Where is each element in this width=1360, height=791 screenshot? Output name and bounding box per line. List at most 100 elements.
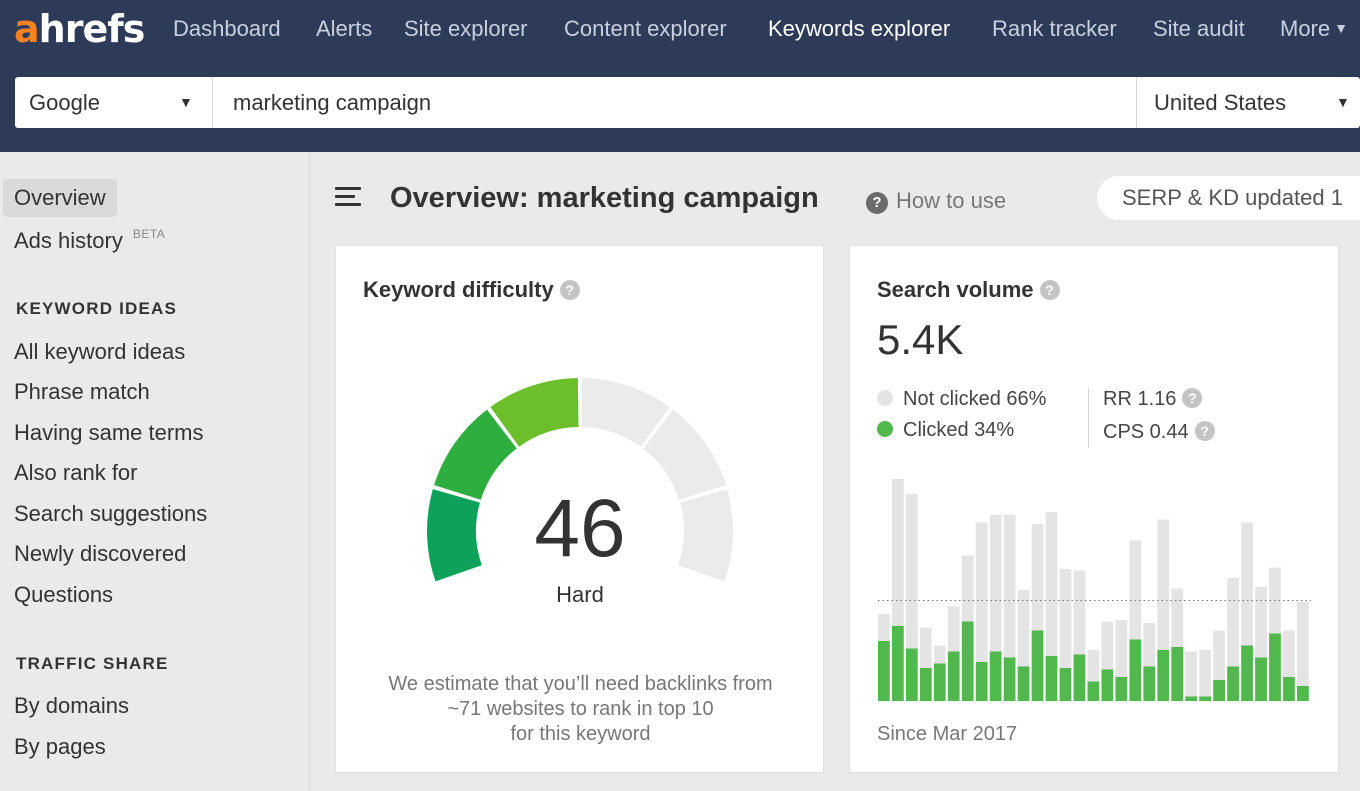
keyword-search-input[interactable] <box>214 77 1136 128</box>
kd-note-line: for this keyword <box>510 723 651 745</box>
bar-clicked <box>1297 686 1309 701</box>
nav-dashboard[interactable]: Dashboard <box>173 16 281 41</box>
gauge-segment-filled <box>434 409 517 500</box>
bar-not-clicked <box>989 515 1002 652</box>
bar-not-clicked <box>1297 602 1309 686</box>
sidebar-item-having-same-terms[interactable]: Having same terms <box>14 420 204 445</box>
cps-metric: CPS 0.44? <box>1103 421 1215 444</box>
search-engine-label: Google <box>29 90 100 115</box>
section-heading-keyword-ideas: KEYWORD IDEAS <box>16 299 178 318</box>
bar-clicked <box>1269 633 1281 701</box>
since-date: Since Mar 2017 <box>877 723 1018 745</box>
sidebar-item-ads-history[interactable]: Ads history BETA <box>14 227 165 254</box>
divider <box>1088 388 1089 448</box>
bar-not-clicked <box>1143 623 1156 667</box>
kd-title-label: Keyword difficulty <box>363 277 554 302</box>
bar-not-clicked <box>1241 522 1253 646</box>
bar-not-clicked <box>1059 569 1072 668</box>
bar-clicked <box>1129 639 1142 701</box>
sidebar-item-phrase-match[interactable]: Phrase match <box>14 379 150 404</box>
bar-clicked <box>1255 657 1267 701</box>
sidebar-item-search-suggestions[interactable]: Search suggestions <box>14 501 208 526</box>
nav-more[interactable]: More ▼ <box>1280 16 1348 42</box>
sidebar-item-overview[interactable]: Overview <box>3 179 117 217</box>
bar-clicked <box>1157 650 1170 701</box>
sidebar-item-by-domains[interactable]: By domains <box>14 693 129 718</box>
sidebar-item-by-pages[interactable]: By pages <box>14 734 106 759</box>
nav-keywords-explorer[interactable]: Keywords explorer <box>768 16 951 41</box>
search-volume-chart <box>878 479 1311 701</box>
sidebar: Overview Ads history BETA KEYWORD IDEAS A… <box>0 152 310 791</box>
top-nav: ahrefs Dashboard Alerts Site explorer Co… <box>0 0 1360 62</box>
bar-not-clicked <box>1115 620 1128 677</box>
how-to-use-link[interactable]: ? How to use <box>866 188 1006 214</box>
bar-not-clicked <box>919 627 932 668</box>
bar-clicked <box>1045 656 1058 701</box>
sidebar-item-all-keyword-ideas[interactable]: All keyword ideas <box>14 339 186 364</box>
bar-not-clicked <box>1087 650 1100 682</box>
bar-clicked <box>1171 647 1184 701</box>
bar-clicked <box>975 662 988 701</box>
bar-clicked <box>1073 654 1086 701</box>
bar-not-clicked <box>1157 519 1170 650</box>
bar-clicked <box>878 641 890 701</box>
page-title: Overview: marketing campaign <box>390 182 819 214</box>
serp-kd-updated-pill: SERP & KD updated 1 <box>1097 176 1360 220</box>
legend-dot <box>877 421 893 437</box>
bar-not-clicked <box>1129 540 1142 640</box>
sidebar-item-also-rank-for[interactable]: Also rank for <box>14 460 138 485</box>
sv-title-label: Search volume <box>877 277 1034 302</box>
nav-alerts[interactable]: Alerts <box>316 16 373 41</box>
caret-down-icon: ▼ <box>1336 94 1350 110</box>
bar-not-clicked <box>1101 621 1114 670</box>
bar-clicked <box>1283 677 1295 701</box>
bar-not-clicked <box>1213 630 1225 680</box>
legend-dot <box>877 390 893 406</box>
nav-site-audit[interactable]: Site audit <box>1153 16 1245 41</box>
kd-note-line: ~71 websites to rank in top 10 <box>447 698 714 720</box>
bar-not-clicked <box>1199 650 1212 697</box>
bar-clicked <box>1003 657 1016 701</box>
nav-more-label: More <box>1280 16 1331 41</box>
caret-down-icon: ▼ <box>179 94 193 110</box>
beta-badge: BETA <box>132 227 166 241</box>
search-engine-select[interactable]: Google ▼ <box>15 77 213 128</box>
kd-gauge: 46 Hard <box>427 378 733 607</box>
ahrefs-logo[interactable]: ahrefs <box>14 7 145 51</box>
sv-card-title: Search volume? <box>877 277 1060 303</box>
bar-not-clicked <box>1283 630 1295 677</box>
country-label: United States <box>1154 90 1287 115</box>
sidebar-item-newly-discovered[interactable]: Newly discovered <box>14 541 187 566</box>
country-select[interactable]: United States ▼ <box>1136 77 1360 128</box>
bar-not-clicked <box>1045 512 1058 656</box>
gauge-segment-filled <box>490 378 579 447</box>
menu-icon[interactable] <box>335 187 361 207</box>
nav-content-explorer[interactable]: Content explorer <box>564 16 727 41</box>
bar-clicked <box>1241 645 1253 701</box>
bar-clicked <box>1185 696 1198 701</box>
bar-not-clicked <box>891 479 904 626</box>
help-icon[interactable]: ? <box>1039 280 1060 300</box>
help-icon[interactable]: ? <box>559 280 580 300</box>
bar-clicked <box>1213 680 1225 701</box>
sidebar-item-questions[interactable]: Questions <box>14 582 114 607</box>
legend-clicked: Clicked 34% <box>877 419 1014 442</box>
bar-not-clicked <box>1171 588 1184 647</box>
gauge-segment-empty <box>581 378 670 447</box>
bar-clicked <box>1115 677 1128 701</box>
gauge-segment-empty <box>678 489 733 582</box>
bar-clicked <box>947 651 960 701</box>
help-icon[interactable]: ? <box>1182 388 1203 408</box>
nav-site-explorer[interactable]: Site explorer <box>404 16 528 41</box>
keyword-difficulty-card: Keyword difficulty? 46 Hard We estimate … <box>335 245 824 773</box>
help-icon[interactable]: ? <box>1194 421 1215 441</box>
bar-clicked <box>989 651 1002 701</box>
section-heading-traffic-share: TRAFFIC SHARE <box>16 654 169 673</box>
sidebar-item-label: Ads history <box>14 228 123 253</box>
chevron-down-icon: ▼ <box>1334 20 1348 36</box>
kd-rating: Hard <box>556 582 604 607</box>
kd-value: 46 <box>534 483 625 574</box>
nav-rank-tracker[interactable]: Rank tracker <box>992 16 1117 41</box>
bar-not-clicked <box>1003 515 1016 658</box>
search-volume-card: Search volume? 5.4K Not clicked 66% Clic… <box>849 245 1339 773</box>
